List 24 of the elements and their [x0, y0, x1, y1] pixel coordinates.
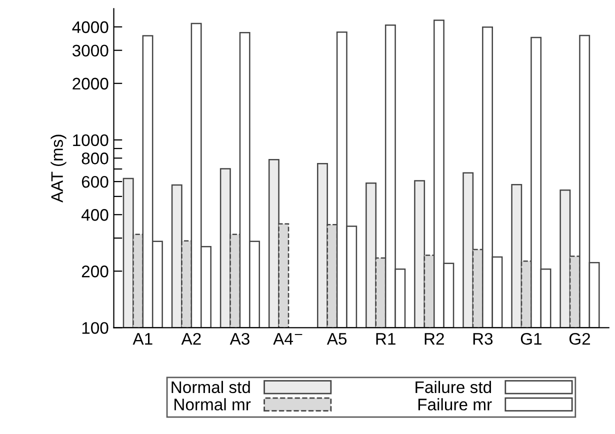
legend-label: Failure std: [416, 380, 491, 394]
x-tick-label: R1: [376, 333, 396, 345]
x-tick-label: A4$^{−}$: [273, 333, 302, 345]
y-tick-label: 800: [82, 152, 108, 164]
legend-label: Failure mr: [418, 398, 492, 410]
y-tick-label: 100: [82, 322, 108, 334]
x-tick-label: A3: [230, 332, 250, 345]
y-tick-label: 2000: [72, 78, 108, 90]
x-tick-label: G1: [520, 332, 542, 345]
x-tick-label: R2: [424, 332, 444, 345]
x-tick-label: R3: [473, 332, 493, 345]
x-tick-label: A2: [181, 332, 201, 345]
x-tick-label: G2: [569, 332, 590, 345]
legend-label: Normal std: [172, 380, 250, 394]
y-tick-label: 3000: [72, 44, 108, 57]
legend-label: Normal mr: [174, 398, 251, 410]
x-tick-label: A1: [132, 333, 152, 345]
y-axis-title: AAT (ms): [50, 134, 66, 203]
x-tick-label: A5: [326, 333, 347, 345]
y-tick-label: 400: [81, 209, 108, 221]
y-tick-label: 200: [82, 266, 108, 278]
y-tick-label: 600: [82, 176, 108, 188]
y-tick-label: 4000: [72, 21, 108, 34]
y-tick-label: 1000: [73, 134, 108, 146]
